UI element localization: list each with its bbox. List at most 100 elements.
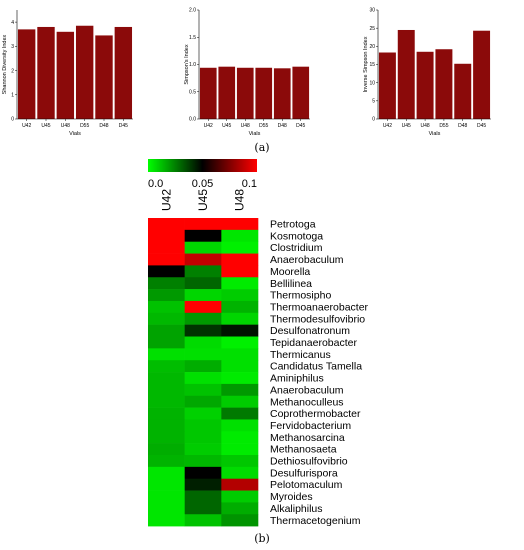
heatmap-cell-fervidobacterium-u42 [148, 419, 185, 432]
heatmap-row-label: Methanosarcina [270, 432, 345, 444]
x-tick-label: D45 [477, 123, 486, 129]
heatmap-cell-thermicanus-u48 [221, 348, 259, 361]
bar-d48 [273, 68, 291, 119]
color-scale-ticks: 0.0 0.05 0.1 [148, 178, 257, 190]
heatmap-cell-thermacetogenium-u48 [221, 514, 259, 527]
heatmap-row-label: Clostridium [270, 242, 323, 254]
heatmap-cell-desulfonatronum-u42 [148, 324, 185, 337]
heatmap-cell-aminiphilus-u45 [184, 372, 222, 385]
y-tick-label: 2.0 [189, 8, 196, 14]
heatmap-cell-thermacetogenium-u42 [148, 514, 185, 527]
heatmap-cell-dethiosulfovibrio-u45 [184, 455, 222, 468]
y-tick-label: 5 [372, 99, 375, 105]
heatmap-cell-anaerobaculum-u48 [221, 383, 259, 397]
heatmap-cell-tepidanaerobacter-u48 [221, 336, 259, 349]
bar-u48 [236, 67, 254, 119]
bar-u48 [56, 31, 75, 119]
heatmap-cell-fervidobacterium-u45 [184, 419, 222, 432]
heatmap-cell-candidatus-tamella-u42 [148, 360, 185, 373]
heatmap-row-label: Anaerobaculum [270, 384, 344, 396]
heatmap-row-label: Candidatus Tamella [270, 361, 362, 373]
panel-label-a: (a) [254, 141, 269, 154]
heatmap-cell-methanosaeta-u42 [148, 443, 185, 456]
heatmap-cell-petrotoga-u48 [221, 218, 259, 231]
heatmap-cell-thermosipho-u48 [221, 289, 259, 302]
y-tick-label: 1.5 [189, 35, 196, 41]
heatmap-cell-methanosaeta-u45 [184, 443, 222, 456]
y-tick-label: 0 [11, 117, 14, 123]
y-axis-label: Shannon Diversity Index [2, 34, 8, 94]
heatmap-cell-alkaliphilus-u45 [184, 502, 222, 515]
x-tick-label: U45 [222, 123, 231, 129]
heatmap-cell-anaerobaculum-u42 [148, 383, 185, 397]
heatmap-cell-alkaliphilus-u48 [221, 502, 259, 515]
heatmap-cell-thermicanus-u45 [184, 348, 222, 361]
heatmap-cell-methanoculleus-u45 [184, 395, 222, 408]
y-tick-label: 0.0 [189, 117, 196, 123]
x-tick-label: D48 [458, 123, 467, 129]
heatmap-cell-fervidobacterium-u48 [221, 419, 259, 432]
y-tick-label: 1.0 [189, 62, 196, 68]
heatmap-cell-pelotomaculum-u48 [221, 478, 259, 491]
heatmap-cell-methanoculleus-u48 [221, 395, 259, 408]
heatmap-row-label: Desulfurispora [270, 467, 338, 479]
x-tick-label: U42 [383, 123, 392, 129]
heatmap-cell-anaerobaculum-u45 [184, 253, 222, 266]
y-tick-label: 0.5 [189, 89, 196, 95]
y-tick-label: 15 [369, 62, 375, 68]
y-tick-label: 4 [11, 20, 14, 26]
shannon-bar-chart: 0 1 2 3 4 U42 U45 U48 D55 D48 D45 Vials Shannon Dive… [2, 10, 133, 137]
bar-u42 [17, 29, 36, 120]
x-tick-label: D55 [439, 123, 448, 129]
heatmap-cell-methanoculleus-u42 [148, 395, 185, 408]
heatmap-column-label: U42 [159, 189, 173, 211]
y-tick-label: 30 [369, 8, 375, 14]
heatmap-cell-desulfurispora-u45 [184, 466, 222, 479]
x-tick-label: U48 [61, 123, 70, 129]
heatmap-row-label: Methanoculleus [270, 396, 344, 408]
bar-d45 [114, 26, 133, 119]
heatmap-cell-thermacetogenium-u45 [184, 514, 222, 527]
bar-u45 [397, 29, 415, 120]
heatmap-cell-thermoanaerobacter-u48 [221, 300, 259, 314]
bar-d55 [75, 25, 94, 120]
heatmap-cell-aminiphilus-u48 [221, 372, 259, 385]
heatmap-cell-thermoanaerobacter-u45 [184, 300, 222, 314]
heatmap-row-label: Fervidobacterium [270, 420, 351, 432]
heatmap-cell-bellilinea-u48 [221, 277, 259, 290]
x-tick-label: D45 [296, 123, 305, 129]
x-tick-label: D48 [278, 123, 287, 129]
heatmap-cell-thermodesulfovibrio-u45 [184, 312, 222, 325]
heatmap-cell-clostridium-u45 [184, 241, 222, 254]
heatmap-row-label: Methanosaeta [270, 444, 337, 456]
y-tick-label: 10 [369, 80, 375, 86]
heatmap-cell-tepidanaerobacter-u45 [184, 336, 222, 349]
heatmap-row-label: Aminiphilus [270, 373, 324, 385]
heatmap-cell-moorella-u42 [148, 265, 185, 278]
x-tick-label: D55 [259, 123, 268, 129]
heatmap-row-label: Petrotoga [270, 219, 316, 231]
bar-u48 [416, 51, 434, 119]
x-tick-label: D48 [99, 123, 108, 129]
heatmap-cell-petrotoga-u45 [184, 218, 222, 231]
heatmap-cell-bellilinea-u45 [184, 277, 222, 290]
heatmap-row-label: Thermosipho [270, 290, 331, 302]
y-axis-label: Inverse Simpson Index [363, 36, 369, 92]
heatmap-cell-moorella-u48 [221, 265, 259, 278]
heatmap-cell-moorella-u45 [184, 265, 222, 278]
heatmap-cell-anaerobaculum-u45 [184, 383, 222, 397]
x-tick-label: D55 [80, 123, 89, 129]
y-tick-label: 25 [369, 26, 375, 32]
x-axis-label: Vials [69, 131, 81, 137]
heatmap-cell-kosmotoga-u42 [148, 229, 185, 242]
heatmap-cell-myroides-u42 [148, 490, 185, 503]
heatmap-cell-dethiosulfovibrio-u48 [221, 455, 259, 468]
heatmap-row-label: Alkaliphilus [270, 503, 323, 515]
x-tick-label: U45 [41, 123, 50, 129]
bar-u42 [378, 52, 396, 120]
y-tick-label: 2 [11, 68, 14, 74]
heatmap-row-label: Myroides [270, 491, 313, 503]
heatmap-row-label: Desulfonatronum [270, 325, 350, 337]
heatmap-column-label: U48 [233, 189, 247, 211]
panel-label-b: (b) [254, 532, 270, 545]
